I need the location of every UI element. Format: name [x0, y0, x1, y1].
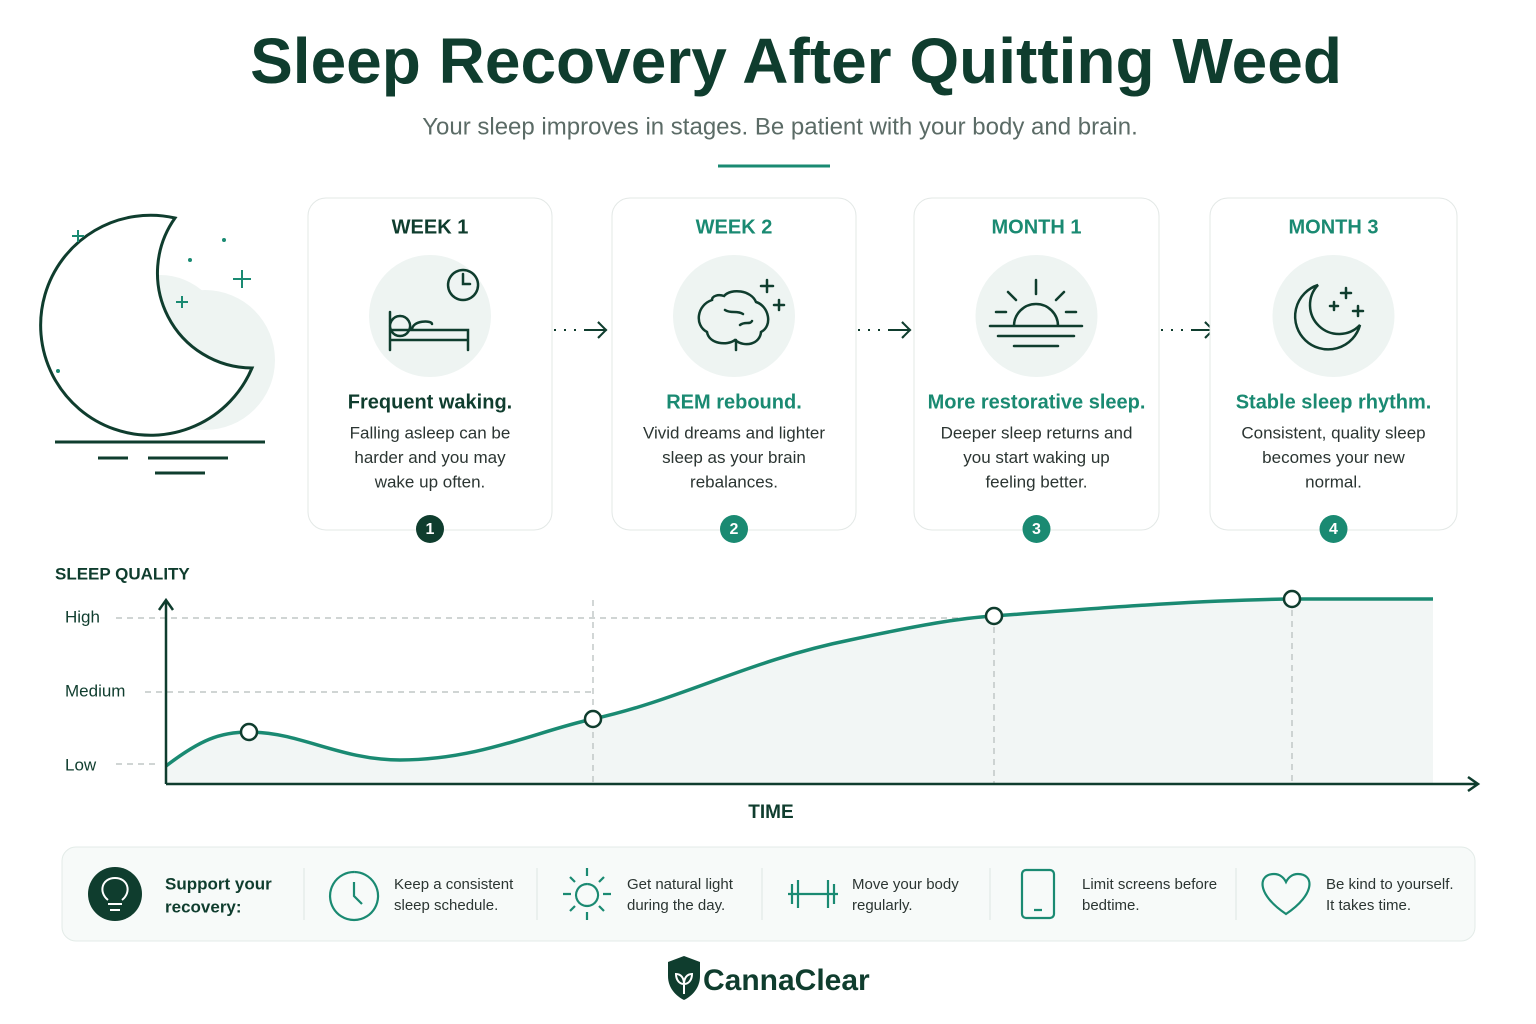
- moon-illustration: [39, 213, 275, 475]
- step-number: 2: [730, 521, 739, 538]
- title: Sleep Recovery After Quitting Weed: [250, 25, 1342, 97]
- stage-description: Vivid dreams and lighter: [643, 423, 825, 442]
- tips-heading: Support your: [165, 874, 272, 893]
- tip-icon: [88, 867, 142, 921]
- stage-headline: More restorative sleep.: [928, 391, 1146, 413]
- x-axis-title: TIME: [748, 802, 793, 823]
- stage-icon-bg: [369, 255, 491, 377]
- tip-text: Be kind to yourself.: [1326, 876, 1454, 893]
- chart-area: [116, 589, 1481, 793]
- tip-text: during the day.: [627, 897, 725, 914]
- tip-icon: [328, 870, 380, 922]
- stage-description: Consistent, quality sleep: [1241, 423, 1425, 442]
- stage-description: Deeper sleep returns and: [941, 423, 1133, 442]
- step-number: 3: [1032, 521, 1041, 538]
- stage-description: you start waking up: [963, 448, 1109, 467]
- stage-headline: Frequent waking.: [348, 391, 512, 413]
- stage-arrowhead: [586, 321, 608, 339]
- stage-label: WEEK 1: [392, 216, 469, 238]
- brand-logo: [668, 956, 700, 1000]
- brand-leaf: [674, 972, 694, 994]
- stage-icon: [988, 278, 1084, 348]
- tip-icon: [1261, 872, 1311, 916]
- stage-description: rebalances.: [690, 472, 778, 491]
- stage-icon-bg: [673, 255, 795, 377]
- tips-panel: [61, 846, 1476, 942]
- stage-icon-bg: [1272, 255, 1395, 377]
- step-badge: [1319, 515, 1348, 543]
- tips-heading: recovery:: [165, 897, 242, 916]
- bulb-icon: [101, 876, 129, 911]
- y-axis-title: SLEEP QUALITY: [55, 564, 190, 583]
- stage-icon-bg: [975, 255, 1098, 377]
- step-badge: [416, 515, 444, 543]
- step-number: 4: [1329, 521, 1338, 538]
- y-level-label: Medium: [65, 681, 125, 700]
- tip-text: Limit screens before: [1082, 876, 1217, 893]
- stage-arrowhead: [890, 321, 912, 339]
- tip-text: Keep a consistent: [394, 876, 514, 893]
- step-badge: [720, 515, 748, 543]
- stage-description: harder and you may: [354, 448, 506, 467]
- tip-icon: [788, 880, 838, 908]
- stage-icon: [1293, 283, 1365, 351]
- stage-label: MONTH 3: [1289, 216, 1379, 238]
- stage-description: normal.: [1305, 472, 1362, 491]
- stage-label: MONTH 1: [992, 216, 1082, 238]
- tip-text: Move your body: [852, 876, 959, 893]
- tip-text: Get natural light: [627, 876, 734, 893]
- stage-label: WEEK 2: [696, 216, 773, 238]
- y-level-label: Low: [65, 755, 97, 774]
- stage-icon: [697, 278, 786, 352]
- stage-description: Falling asleep can be: [350, 423, 511, 442]
- tip-text: bedtime.: [1082, 897, 1140, 914]
- tip-text: It takes time.: [1326, 897, 1411, 914]
- subtitle: Your sleep improves in stages. Be patien…: [422, 113, 1138, 140]
- stage-icon: [388, 268, 480, 352]
- tip-text: sleep schedule.: [394, 897, 498, 914]
- stage-description: feeling better.: [985, 472, 1087, 491]
- tip-icon: [563, 868, 611, 920]
- step-number: 1: [426, 521, 435, 538]
- tip-icon: [1020, 868, 1056, 920]
- stage-description: becomes your new: [1262, 448, 1405, 467]
- brand-name: CannaClear: [703, 964, 870, 997]
- step-badge: [1022, 515, 1051, 543]
- tip-text: regularly.: [852, 897, 913, 914]
- stage-description: wake up often.: [374, 472, 486, 491]
- y-level-label: High: [65, 607, 100, 626]
- stage-headline: REM rebound.: [666, 391, 802, 413]
- stage-description: sleep as your brain: [662, 448, 806, 467]
- stage-headline: Stable sleep rhythm.: [1236, 391, 1432, 413]
